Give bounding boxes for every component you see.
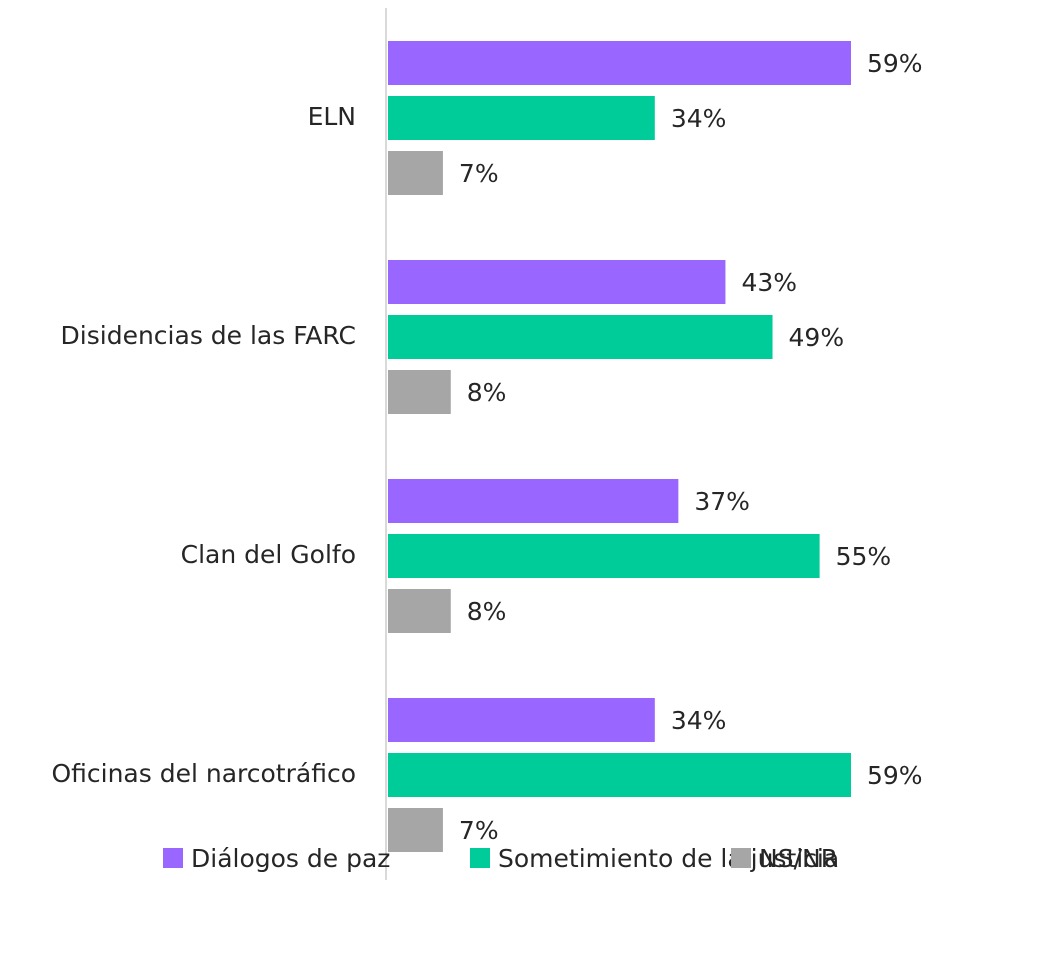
legend-label: NS/NR xyxy=(759,844,838,873)
legend-swatch xyxy=(163,848,183,868)
data-label: 34% xyxy=(671,706,727,735)
bar xyxy=(388,534,820,578)
data-label: 49% xyxy=(789,323,845,352)
data-label: 7% xyxy=(459,816,499,845)
data-label: 59% xyxy=(867,761,923,790)
legend-label: Diálogos de paz xyxy=(191,844,390,873)
bar xyxy=(388,260,726,304)
data-label: 43% xyxy=(741,268,797,297)
bar xyxy=(388,151,443,195)
data-label: 59% xyxy=(867,49,923,78)
bar xyxy=(388,698,655,742)
data-label: 8% xyxy=(467,378,507,407)
bar xyxy=(388,589,451,633)
bar xyxy=(388,808,443,852)
data-label: 55% xyxy=(836,542,892,571)
category-label: Clan del Golfo xyxy=(181,540,356,569)
data-label: 8% xyxy=(467,597,507,626)
category-label: Disidencias de las FARC xyxy=(61,321,356,350)
data-label: 34% xyxy=(671,104,727,133)
bar xyxy=(388,479,679,523)
legend-swatch xyxy=(470,848,490,868)
bar xyxy=(388,96,655,140)
bar xyxy=(388,41,851,85)
bar xyxy=(388,753,851,797)
legend-swatch xyxy=(731,848,751,868)
legend-label: Sometimiento de la justicia xyxy=(498,844,839,873)
data-label: 7% xyxy=(459,159,499,188)
category-label: Oficinas del narcotráfico xyxy=(51,759,356,788)
data-label: 37% xyxy=(694,487,750,516)
bar xyxy=(388,370,451,414)
bar xyxy=(388,315,773,359)
category-label: ELN xyxy=(308,102,356,131)
